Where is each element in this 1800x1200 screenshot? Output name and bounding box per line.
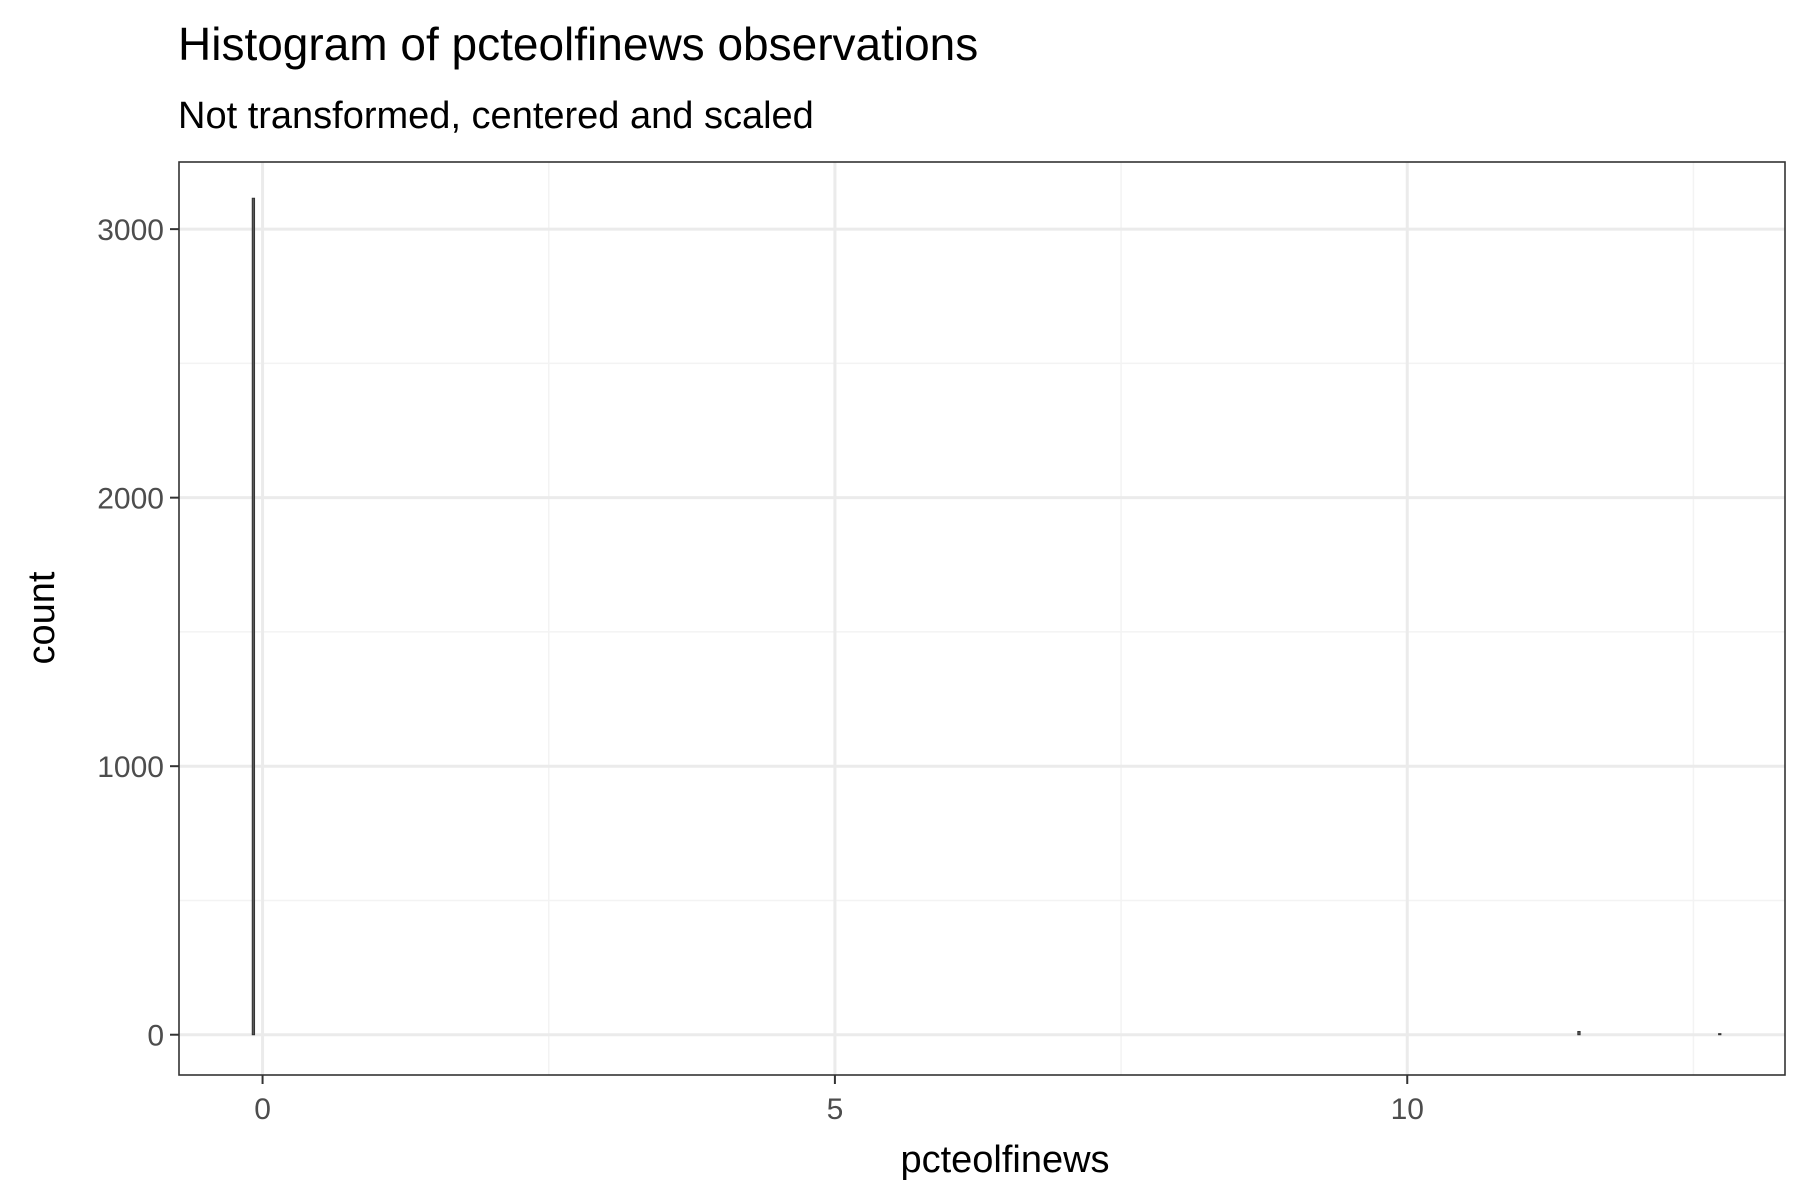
chart-title: Histogram of pcteolfinews observations: [178, 18, 978, 70]
x-tick-label: 10: [1391, 1093, 1424, 1126]
y-tick-label: 3000: [97, 214, 164, 247]
x-axis-title: pcteolfinews: [900, 1139, 1109, 1181]
y-axis-title: count: [21, 571, 63, 664]
histogram-bar: [251, 197, 256, 1036]
y-axis: 0 1000 2000 3000: [97, 214, 179, 1053]
histogram-bar: [1718, 1033, 1722, 1036]
y-tick-label: 1000: [97, 751, 164, 784]
chart-subtitle: Not transformed, centered and scaled: [178, 95, 814, 137]
histogram-bar: [1577, 1030, 1581, 1036]
x-axis: 0 5 10: [254, 1075, 1424, 1126]
minor-gridlines: [179, 162, 1785, 1075]
major-gridlines: [179, 162, 1785, 1075]
x-tick-label: 5: [827, 1093, 844, 1126]
y-tick-label: 0: [147, 1020, 164, 1053]
panel-border: [178, 161, 1786, 1076]
x-tick-label: 0: [254, 1093, 271, 1126]
histogram-bars: [251, 197, 1722, 1036]
y-tick-label: 2000: [97, 483, 164, 516]
